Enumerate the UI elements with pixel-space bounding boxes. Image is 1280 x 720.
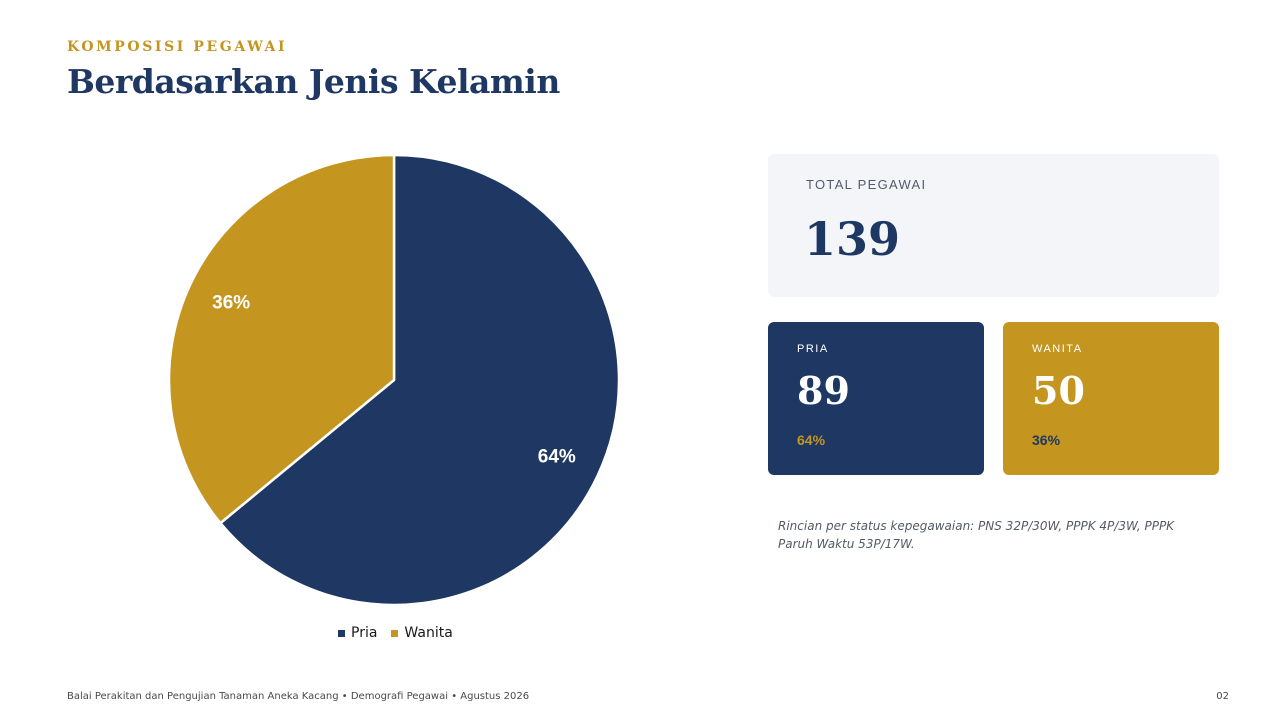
wanita-card: WANITA 50 36% [1003, 322, 1219, 475]
pie-label-pria: 64% [538, 446, 576, 467]
wanita-label: WANITA [1032, 343, 1083, 355]
pie-slice-pria [219, 153, 621, 607]
page-number: 02 [1216, 691, 1229, 702]
pie-slice-wanita [167, 153, 396, 525]
pie-chart: 64% 36% [167, 153, 621, 607]
legend-swatch-pria [338, 629, 345, 637]
section-eyebrow: KOMPOSISI PEGAWAI [67, 39, 288, 55]
pie-label-wanita: 36% [212, 293, 250, 314]
total-value: 139 [804, 212, 901, 266]
chart-legend: Pria Wanita [338, 625, 453, 641]
wanita-value: 50 [1032, 368, 1085, 413]
pria-percent: 64% [797, 432, 826, 448]
footer-text: Balai Perakitan dan Pengujian Tanaman An… [67, 691, 530, 702]
legend-swatch-wanita [391, 629, 399, 637]
wanita-percent: 36% [1032, 432, 1061, 448]
legend-label-pria: Pria [351, 625, 378, 641]
breakdown-note: Rincian per status kepegawaian: PNS 32P/… [778, 519, 1175, 551]
legend-item-wanita: Wanita [391, 625, 453, 641]
legend-label-wanita: Wanita [404, 625, 453, 641]
pria-card: PRIA 89 64% [768, 322, 984, 475]
pria-label: PRIA [797, 343, 829, 355]
total-label: TOTAL PEGAWAI [806, 177, 927, 192]
pria-value: 89 [797, 368, 850, 413]
page-title: Berdasarkan Jenis Kelamin [67, 62, 560, 101]
total-card: TOTAL PEGAWAI 139 [768, 154, 1219, 297]
legend-item-pria: Pria [338, 625, 377, 641]
